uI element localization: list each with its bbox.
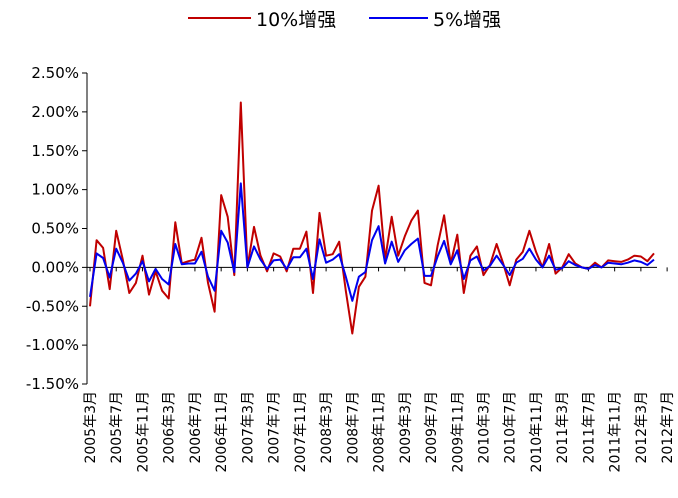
x-tick-label: 2005年3月 [83, 391, 99, 464]
y-tick-label: 2.00% [31, 103, 79, 121]
x-axis-tick-labels: 2005年3月 2005年7月 2005年11月 2006年3月 2006年7月 2006… [83, 267, 676, 472]
series-line-10pct [89, 101, 655, 335]
y-tick-label: -0.50% [26, 297, 79, 315]
x-tick-label: 2006年7月 [188, 391, 204, 464]
x-tick-label: 2009年11月 [450, 391, 466, 472]
x-tick-label: 2006年3月 [162, 391, 178, 464]
x-tick-label: 2007年11月 [293, 391, 309, 472]
x-tick-label: 2009年3月 [398, 391, 414, 464]
x-tick-label: 2011年7月 [581, 391, 597, 464]
x-tick-label: 2012年7月 [660, 391, 676, 464]
x-tick-label: 2011年3月 [555, 391, 571, 464]
x-tick-label: 2010年3月 [476, 391, 492, 464]
legend: 10%增强 5%增强 [188, 9, 501, 31]
x-tick-label: 2007年3月 [240, 391, 256, 464]
y-tick-label: 1.00% [31, 181, 79, 199]
legend-label-10pct: 10%增强 [256, 9, 336, 31]
x-tick-label: 2010年7月 [503, 391, 519, 464]
x-tick-label: 2008年11月 [372, 391, 388, 472]
y-tick-label: 0.50% [31, 220, 79, 238]
y-tick-label: 1.50% [31, 142, 79, 160]
x-tick-label: 2009年7月 [424, 391, 440, 464]
legend-label-5pct: 5%增强 [433, 9, 501, 31]
x-tick-label: 2008年7月 [345, 391, 361, 464]
x-tick-label: 2011年11月 [608, 391, 624, 472]
y-tick-label: 0.00% [31, 258, 79, 276]
x-tick-label: 2008年3月 [319, 391, 335, 464]
x-tick-label: 2007年7月 [267, 391, 283, 464]
x-tick-label: 2012年3月 [634, 391, 650, 464]
y-tick-label: -1.50% [26, 375, 79, 393]
x-tick-label: 2010年11月 [529, 391, 545, 472]
y-tick-label: 2.50% [31, 64, 79, 82]
x-tick-label: 2005年7月 [109, 391, 125, 464]
y-axis-tick-labels: 2.50% 2.00% 1.50% 1.00% 0.50% 0.00% -0.50% -1.0… [26, 64, 87, 393]
axes [86, 73, 657, 384]
x-tick-label: 2005年11月 [135, 391, 151, 472]
x-tick-label: 2006年11月 [214, 391, 230, 472]
series-line-5pct [89, 182, 655, 302]
series-layer [89, 101, 655, 335]
y-tick-label: -1.00% [26, 336, 79, 354]
